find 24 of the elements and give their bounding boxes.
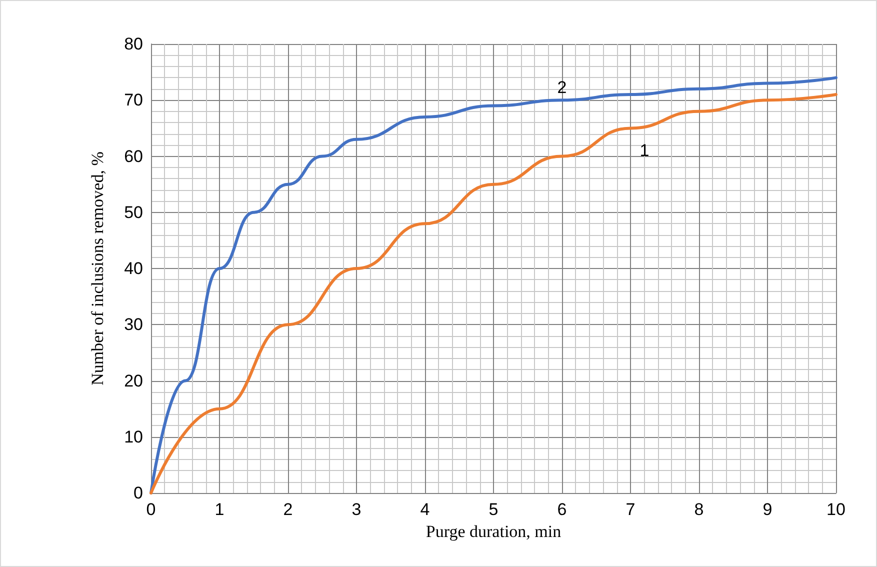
y-tick-label: 30 <box>124 315 143 334</box>
series-label: 2 <box>557 78 567 98</box>
series-label: 1 <box>640 141 650 160</box>
x-tick-label: 4 <box>420 500 430 519</box>
x-axis-title: Purge duration, min <box>426 522 562 541</box>
x-tick-label: 9 <box>762 500 772 519</box>
x-tick-label: 2 <box>283 500 293 519</box>
y-tick-label: 80 <box>124 34 143 54</box>
x-tick-label: 10 <box>826 500 846 519</box>
x-tick-label: 5 <box>488 500 498 519</box>
y-tick-label: 20 <box>124 371 143 390</box>
y-tick-label: 70 <box>124 90 143 110</box>
y-tick-label: 0 <box>134 484 143 502</box>
y-tick-label: 50 <box>124 202 143 222</box>
y-tick-label: 40 <box>124 259 143 278</box>
x-tick-label: 6 <box>557 500 567 519</box>
y-tick-label: 60 <box>124 146 143 166</box>
x-tick-label: 0 <box>146 500 156 519</box>
y-tick-label: 10 <box>124 427 143 446</box>
x-tick-label: 8 <box>694 500 704 519</box>
x-tick-label: 1 <box>214 500 224 519</box>
x-tick-label: 7 <box>626 500 636 519</box>
x-tick-label: 3 <box>352 500 362 519</box>
y-axis-title: Number of inclusions removed, % <box>88 152 107 386</box>
